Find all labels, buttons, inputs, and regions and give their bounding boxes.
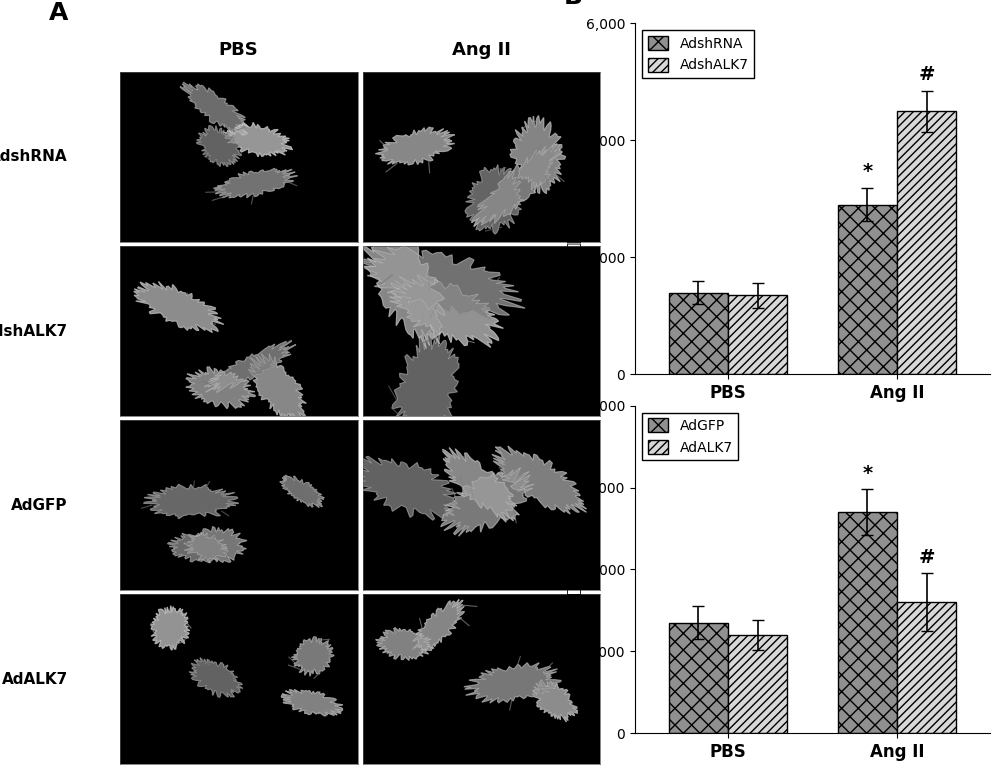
Polygon shape [134, 282, 224, 332]
Polygon shape [465, 165, 525, 234]
Text: AdshALK7: AdshALK7 [0, 324, 68, 339]
Polygon shape [213, 168, 297, 198]
Polygon shape [441, 467, 534, 536]
Text: *: * [862, 463, 873, 483]
Legend: AdGFP, AdALK7: AdGFP, AdALK7 [642, 413, 738, 460]
Polygon shape [151, 605, 190, 651]
Y-axis label: 细胞表面面积（μm²）: 细胞表面面积（μm²） [567, 147, 582, 250]
Polygon shape [249, 353, 306, 424]
Polygon shape [167, 532, 228, 563]
Polygon shape [223, 122, 292, 157]
Polygon shape [281, 690, 343, 716]
Polygon shape [354, 246, 525, 320]
Polygon shape [184, 526, 247, 562]
Polygon shape [280, 476, 324, 508]
Polygon shape [532, 680, 578, 722]
Polygon shape [392, 331, 459, 443]
Polygon shape [189, 658, 243, 697]
Text: B: B [564, 0, 583, 9]
Bar [897, 602, 956, 733]
Text: #: # [918, 548, 935, 567]
Text: AdGFP: AdGFP [11, 498, 68, 512]
Polygon shape [204, 341, 296, 392]
Bar [669, 622, 728, 733]
Polygon shape [442, 448, 519, 522]
Bar [669, 292, 728, 374]
Text: C: C [564, 368, 582, 392]
Y-axis label: 细胞表面面积（μm²）: 细胞表面面积（μm²） [567, 518, 582, 621]
Text: AdALK7: AdALK7 [2, 672, 68, 686]
Polygon shape [186, 367, 255, 409]
Polygon shape [510, 115, 565, 193]
Text: #: # [918, 65, 935, 83]
Text: AdshRNA: AdshRNA [0, 150, 68, 165]
Polygon shape [464, 663, 561, 703]
Bar [838, 204, 897, 374]
Bar [728, 635, 787, 733]
Polygon shape [375, 127, 455, 165]
Polygon shape [413, 600, 464, 653]
Polygon shape [291, 637, 334, 676]
Bar [728, 296, 787, 374]
Bar [838, 512, 897, 733]
Polygon shape [363, 218, 444, 349]
Polygon shape [144, 484, 239, 519]
Text: Ang II: Ang II [452, 41, 511, 59]
Polygon shape [492, 446, 587, 514]
Text: *: * [862, 162, 873, 182]
Polygon shape [472, 144, 562, 226]
Polygon shape [389, 275, 503, 347]
Text: PBS: PBS [219, 41, 259, 59]
Bar [897, 111, 956, 374]
Polygon shape [180, 82, 248, 136]
Polygon shape [197, 126, 241, 166]
Text: A: A [49, 1, 68, 25]
Polygon shape [351, 456, 460, 520]
Polygon shape [376, 628, 434, 661]
Legend: AdshRNA, AdshALK7: AdshRNA, AdshALK7 [642, 30, 754, 78]
